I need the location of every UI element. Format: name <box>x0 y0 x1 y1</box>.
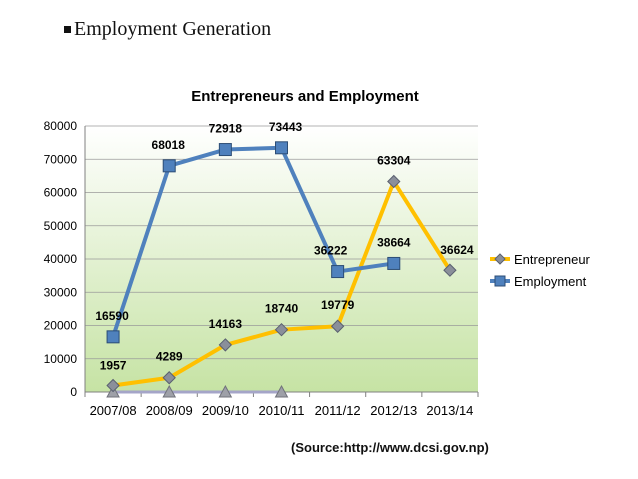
data-point-employment <box>331 265 345 279</box>
y-tick-label: 60000 <box>44 186 78 200</box>
data-label: 16590 <box>95 309 129 323</box>
y-tick-label: 30000 <box>44 285 78 299</box>
data-point-entrepreneur <box>443 263 457 277</box>
x-tick-label: 2013/14 <box>426 403 473 418</box>
data-point-employment <box>162 159 176 173</box>
x-tick-label: 2010/11 <box>258 403 304 418</box>
data-point-employment <box>275 141 288 155</box>
y-tick-label: 80000 <box>44 119 78 133</box>
data-point-employment <box>387 256 401 270</box>
y-tick-label: 0 <box>70 385 77 399</box>
y-tick-label: 70000 <box>44 152 78 166</box>
data-label: 14163 <box>209 317 243 331</box>
y-tick-label: 20000 <box>44 319 78 333</box>
x-tick-label: 2012/13 <box>370 403 417 418</box>
data-label: 38664 <box>377 235 411 249</box>
data-point-employment <box>218 143 232 157</box>
data-point-baseline <box>162 384 177 398</box>
data-point-entrepreneur <box>330 319 345 333</box>
data-point-entrepreneur <box>274 322 289 337</box>
legend-label: Entrepreneur <box>514 252 591 267</box>
x-tick-label: 2008/09 <box>146 403 193 418</box>
data-point-entrepreneur <box>106 378 120 393</box>
legend-marker <box>494 253 506 265</box>
data-point-baseline <box>274 384 289 398</box>
data-label: 1957 <box>100 358 127 372</box>
legend-label: Employment <box>514 274 587 289</box>
slide-heading: Employment Generation <box>64 18 271 41</box>
source-note: (Source:http://www.dcsi.gov.np) <box>291 440 489 455</box>
square-bullet-icon <box>64 26 71 33</box>
y-tick-label: 10000 <box>44 352 78 366</box>
data-point-employment <box>106 330 120 344</box>
data-point-entrepreneur <box>218 338 233 352</box>
data-point-baseline <box>218 384 233 398</box>
x-tick-label: 2011/12 <box>315 403 361 418</box>
data-label: 19779 <box>321 298 355 312</box>
y-tick-label: 40000 <box>44 252 78 266</box>
x-tick-label: 2009/10 <box>202 403 249 418</box>
data-label: 68018 <box>152 138 186 152</box>
data-point-entrepreneur <box>387 174 401 189</box>
chart-title: Entrepreneurs and Employment <box>191 88 419 105</box>
slide-heading-text: Employment Generation <box>74 18 272 40</box>
data-label: 4289 <box>156 350 183 364</box>
data-label: 73443 <box>269 120 303 134</box>
data-label: 36624 <box>440 243 474 257</box>
series-line-employment <box>111 145 395 338</box>
data-label: 63304 <box>377 154 411 168</box>
data-label: 72918 <box>209 122 243 136</box>
y-tick-label: 50000 <box>44 219 78 233</box>
data-point-entrepreneur <box>162 371 176 385</box>
legend-marker <box>494 275 506 287</box>
data-label: 18740 <box>265 302 299 316</box>
x-tick-label: 2007/08 <box>90 403 137 418</box>
data-label: 36222 <box>314 244 348 258</box>
